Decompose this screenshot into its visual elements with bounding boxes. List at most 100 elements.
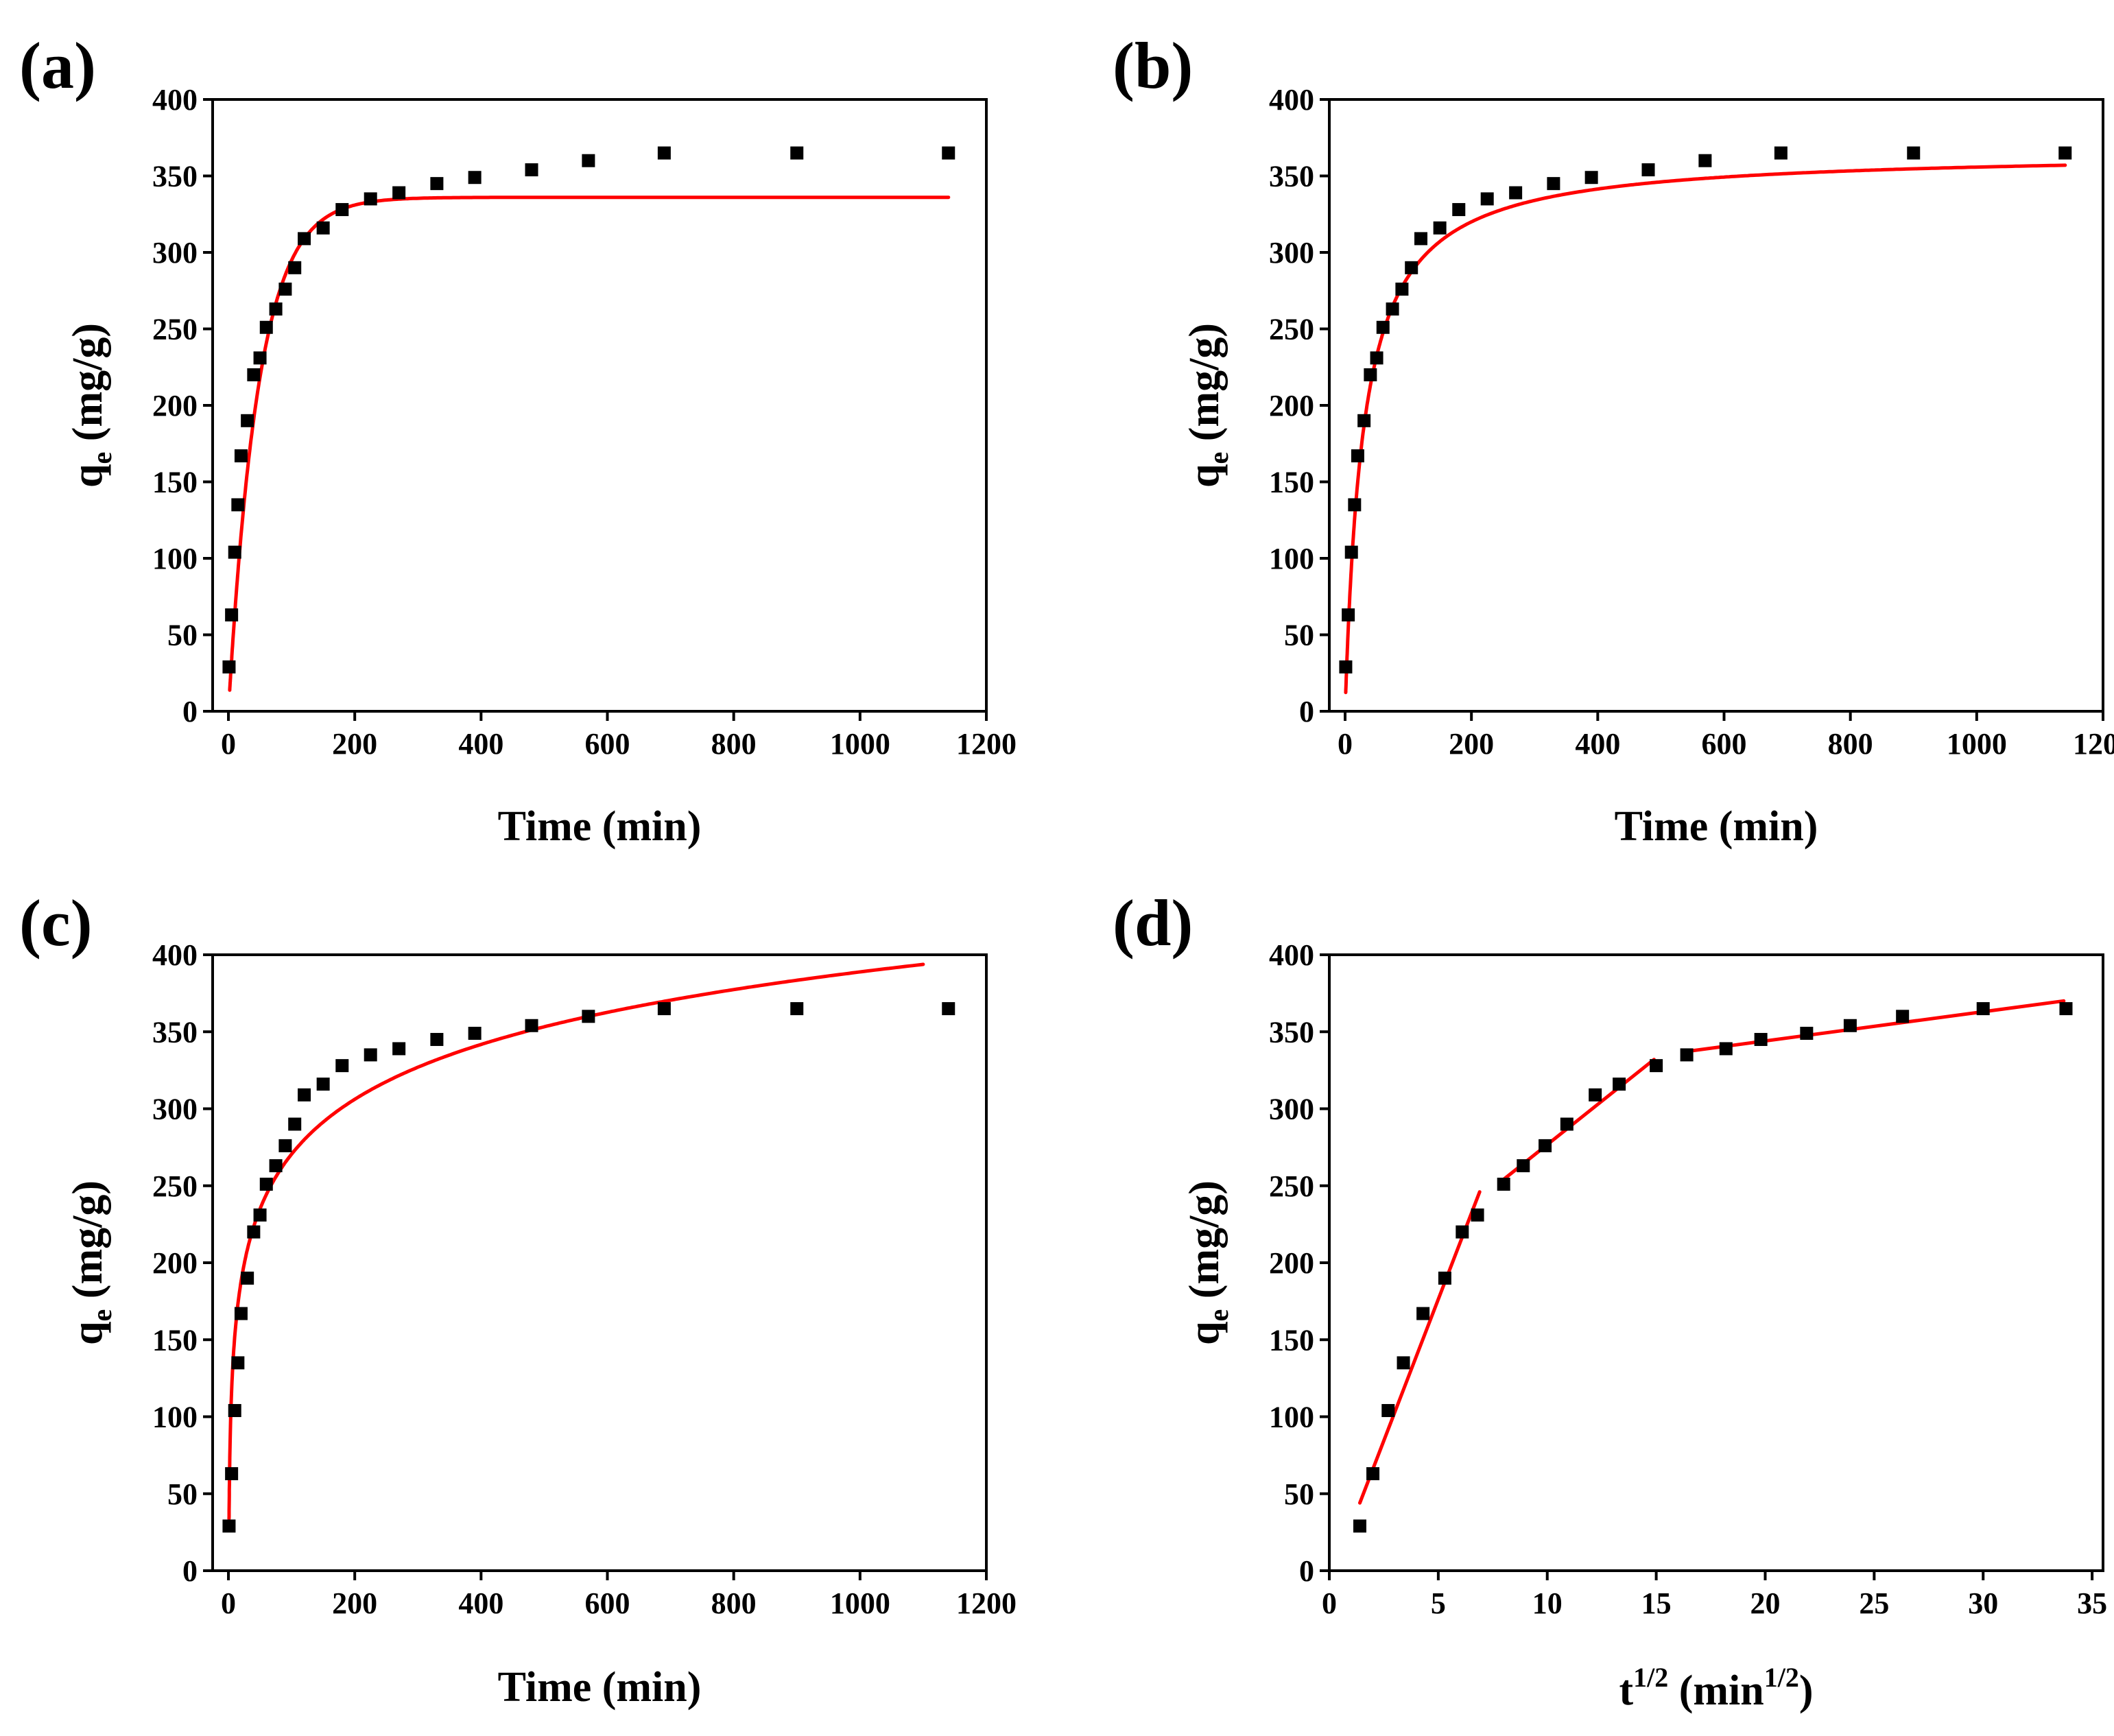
panel-a-data-point [582, 154, 595, 167]
panel-b: (b) 0 200 400 600 800 1000 1200 0 50 100 150 200 25… [1113, 29, 2114, 850]
panel-d-y-axis: 0 50 100 150 200 250 300 350 400 [1269, 938, 1329, 1588]
panel-c-fit-line [227, 962, 925, 1521]
panel-c-data-point [657, 1002, 671, 1016]
panel-a-data-point [392, 186, 406, 200]
panel-c-data-point [278, 1139, 292, 1152]
panel-b-x-tick-label: 0 [1338, 727, 1353, 761]
panel-d-data-point [1497, 1178, 1510, 1191]
panel-c-data-point [234, 1307, 248, 1320]
panel-d-data-point [1471, 1208, 1484, 1222]
panel-d-x-tick-label: 25 [1859, 1586, 1889, 1620]
panel-c-fit-layer [227, 962, 925, 1521]
panel-d-data-point [2059, 1002, 2073, 1016]
panel-a-data-point [278, 283, 292, 296]
panel-b-data-point [1547, 177, 1560, 191]
panel-a-label: (a) [19, 29, 96, 102]
panel-b-data-point [1376, 320, 1390, 334]
panel-c-x-tick-label: 1200 [956, 1586, 1017, 1620]
panel-c-data-point [222, 1519, 236, 1533]
panel-c-data-point [269, 1159, 283, 1173]
panel-b-data-point [1509, 186, 1523, 200]
panel-d-fit-stage-3-line [1683, 999, 2066, 1054]
panel-b-x-tick-label: 200 [1449, 727, 1494, 761]
panel-c-y-tick-label: 350 [152, 1015, 198, 1049]
panel-b-data-point [1344, 545, 1358, 559]
panel-d-y-tick-label: 200 [1269, 1246, 1314, 1280]
panel-d-y-tick-label: 100 [1269, 1401, 1314, 1434]
panel-d-label: (d) [1113, 886, 1193, 960]
panel-d-y-tick-label: 350 [1269, 1015, 1314, 1049]
panel-a-y-tick-label: 50 [167, 619, 198, 652]
panel-a-x-axis-title: Time (min) [498, 803, 702, 850]
panel-c-data-point [942, 1002, 955, 1016]
panel-a: (a) 0 200 400 600 800 1000 1200 0 50 100 150 200 25… [19, 29, 1017, 850]
panel-b-data-point [1351, 449, 1364, 463]
panel-a-y-axis-title: qe (mg/g) [64, 323, 117, 488]
panel-d-data-point [1650, 1059, 1663, 1073]
panel-b-data-point [1395, 283, 1409, 296]
panel-c-y-tick-label: 0 [182, 1554, 198, 1588]
panel-c-data-point [231, 1356, 245, 1370]
panel-a-y-tick-label: 350 [152, 160, 198, 193]
panel-a-data-point [241, 414, 254, 427]
panel-a-fit-layer [228, 195, 951, 692]
panel-b-data-point [1698, 154, 1712, 167]
panel-a-data-point [288, 261, 302, 274]
panel-a-y-tick-label: 400 [152, 83, 198, 117]
panel-b-data-point [1386, 302, 1399, 316]
panel-a-data-point [234, 449, 248, 463]
panel-d-x-tick-label: 30 [1968, 1586, 1998, 1620]
panel-d-data-point [1613, 1078, 1626, 1091]
panel-d-fit-layer [1358, 999, 2066, 1505]
panel-b-data-point [1433, 221, 1447, 235]
panel-a-data-point [228, 545, 241, 559]
panel-c-data-point [253, 1208, 267, 1222]
panel-a-y-tick-label: 0 [182, 695, 198, 728]
panel-a-data-point [222, 660, 236, 674]
panel-c-data-point [582, 1010, 595, 1023]
panel-d-fit-stage-1-line [1358, 1190, 1482, 1505]
panel-c-data-point [288, 1117, 302, 1131]
panel-a-data-point [259, 320, 273, 334]
panel-c-data-point [335, 1059, 349, 1073]
panel-d-data-point [1800, 1026, 1814, 1040]
panel-c-data-point [364, 1048, 377, 1062]
panel-c-x-tick-label: 200 [332, 1586, 377, 1620]
panel-d-data-point [1589, 1088, 1602, 1102]
panel-b-y-tick-label: 350 [1269, 160, 1314, 193]
panel-c-data-point [525, 1019, 538, 1032]
panel-c-x-tick-label: 0 [221, 1586, 236, 1620]
panel-d: (d) 0 5 10 15 20 25 30 35 0 50 100 150 200 250 300 350… [1113, 886, 2107, 1714]
panel-d-y-tick-label: 400 [1269, 938, 1314, 972]
panel-c-data-point [225, 1467, 239, 1481]
panel-c-x-axis: 0 200 400 600 800 1000 1200 [221, 1571, 1017, 1620]
panel-d-data-points [1353, 1002, 2073, 1533]
panel-a-x-tick-label: 600 [585, 727, 630, 761]
panel-c-y-tick-label: 250 [152, 1169, 198, 1203]
panel-d-y-tick-label: 50 [1284, 1477, 1314, 1511]
panel-a-data-point [247, 368, 261, 381]
panel-b-x-tick-label: 1200 [2073, 727, 2114, 761]
panel-b-data-point [1405, 261, 1418, 274]
panel-c-y-tick-label: 300 [152, 1093, 198, 1126]
panel-c-y-tick-label: 200 [152, 1246, 198, 1280]
panel-d-data-point [1456, 1225, 1469, 1239]
panel-b-x-axis-title: Time (min) [1615, 803, 1818, 850]
panel-a-data-point [335, 203, 349, 217]
panel-b-x-tick-label: 400 [1575, 727, 1620, 761]
panel-d-y-tick-label: 300 [1269, 1093, 1314, 1126]
panel-c-x-tick-label: 600 [585, 1586, 630, 1620]
panel-c-data-point [241, 1271, 254, 1285]
panel-d-data-point [1896, 1010, 1910, 1023]
panel-b-data-point [1907, 146, 1921, 160]
panel-b-label: (b) [1113, 29, 1193, 102]
panel-b-x-tick-label: 800 [1828, 727, 1873, 761]
panel-a-data-point [468, 171, 482, 185]
panel-c-y-tick-label: 100 [152, 1401, 198, 1434]
panel-c-y-axis: 0 50 100 150 200 250 300 350 400 [152, 938, 213, 1588]
panel-c-data-point [430, 1032, 444, 1046]
panel-b-y-tick-label: 200 [1269, 389, 1314, 423]
panel-b-data-point [1364, 368, 1377, 381]
panel-a-y-tick-label: 150 [152, 466, 198, 499]
